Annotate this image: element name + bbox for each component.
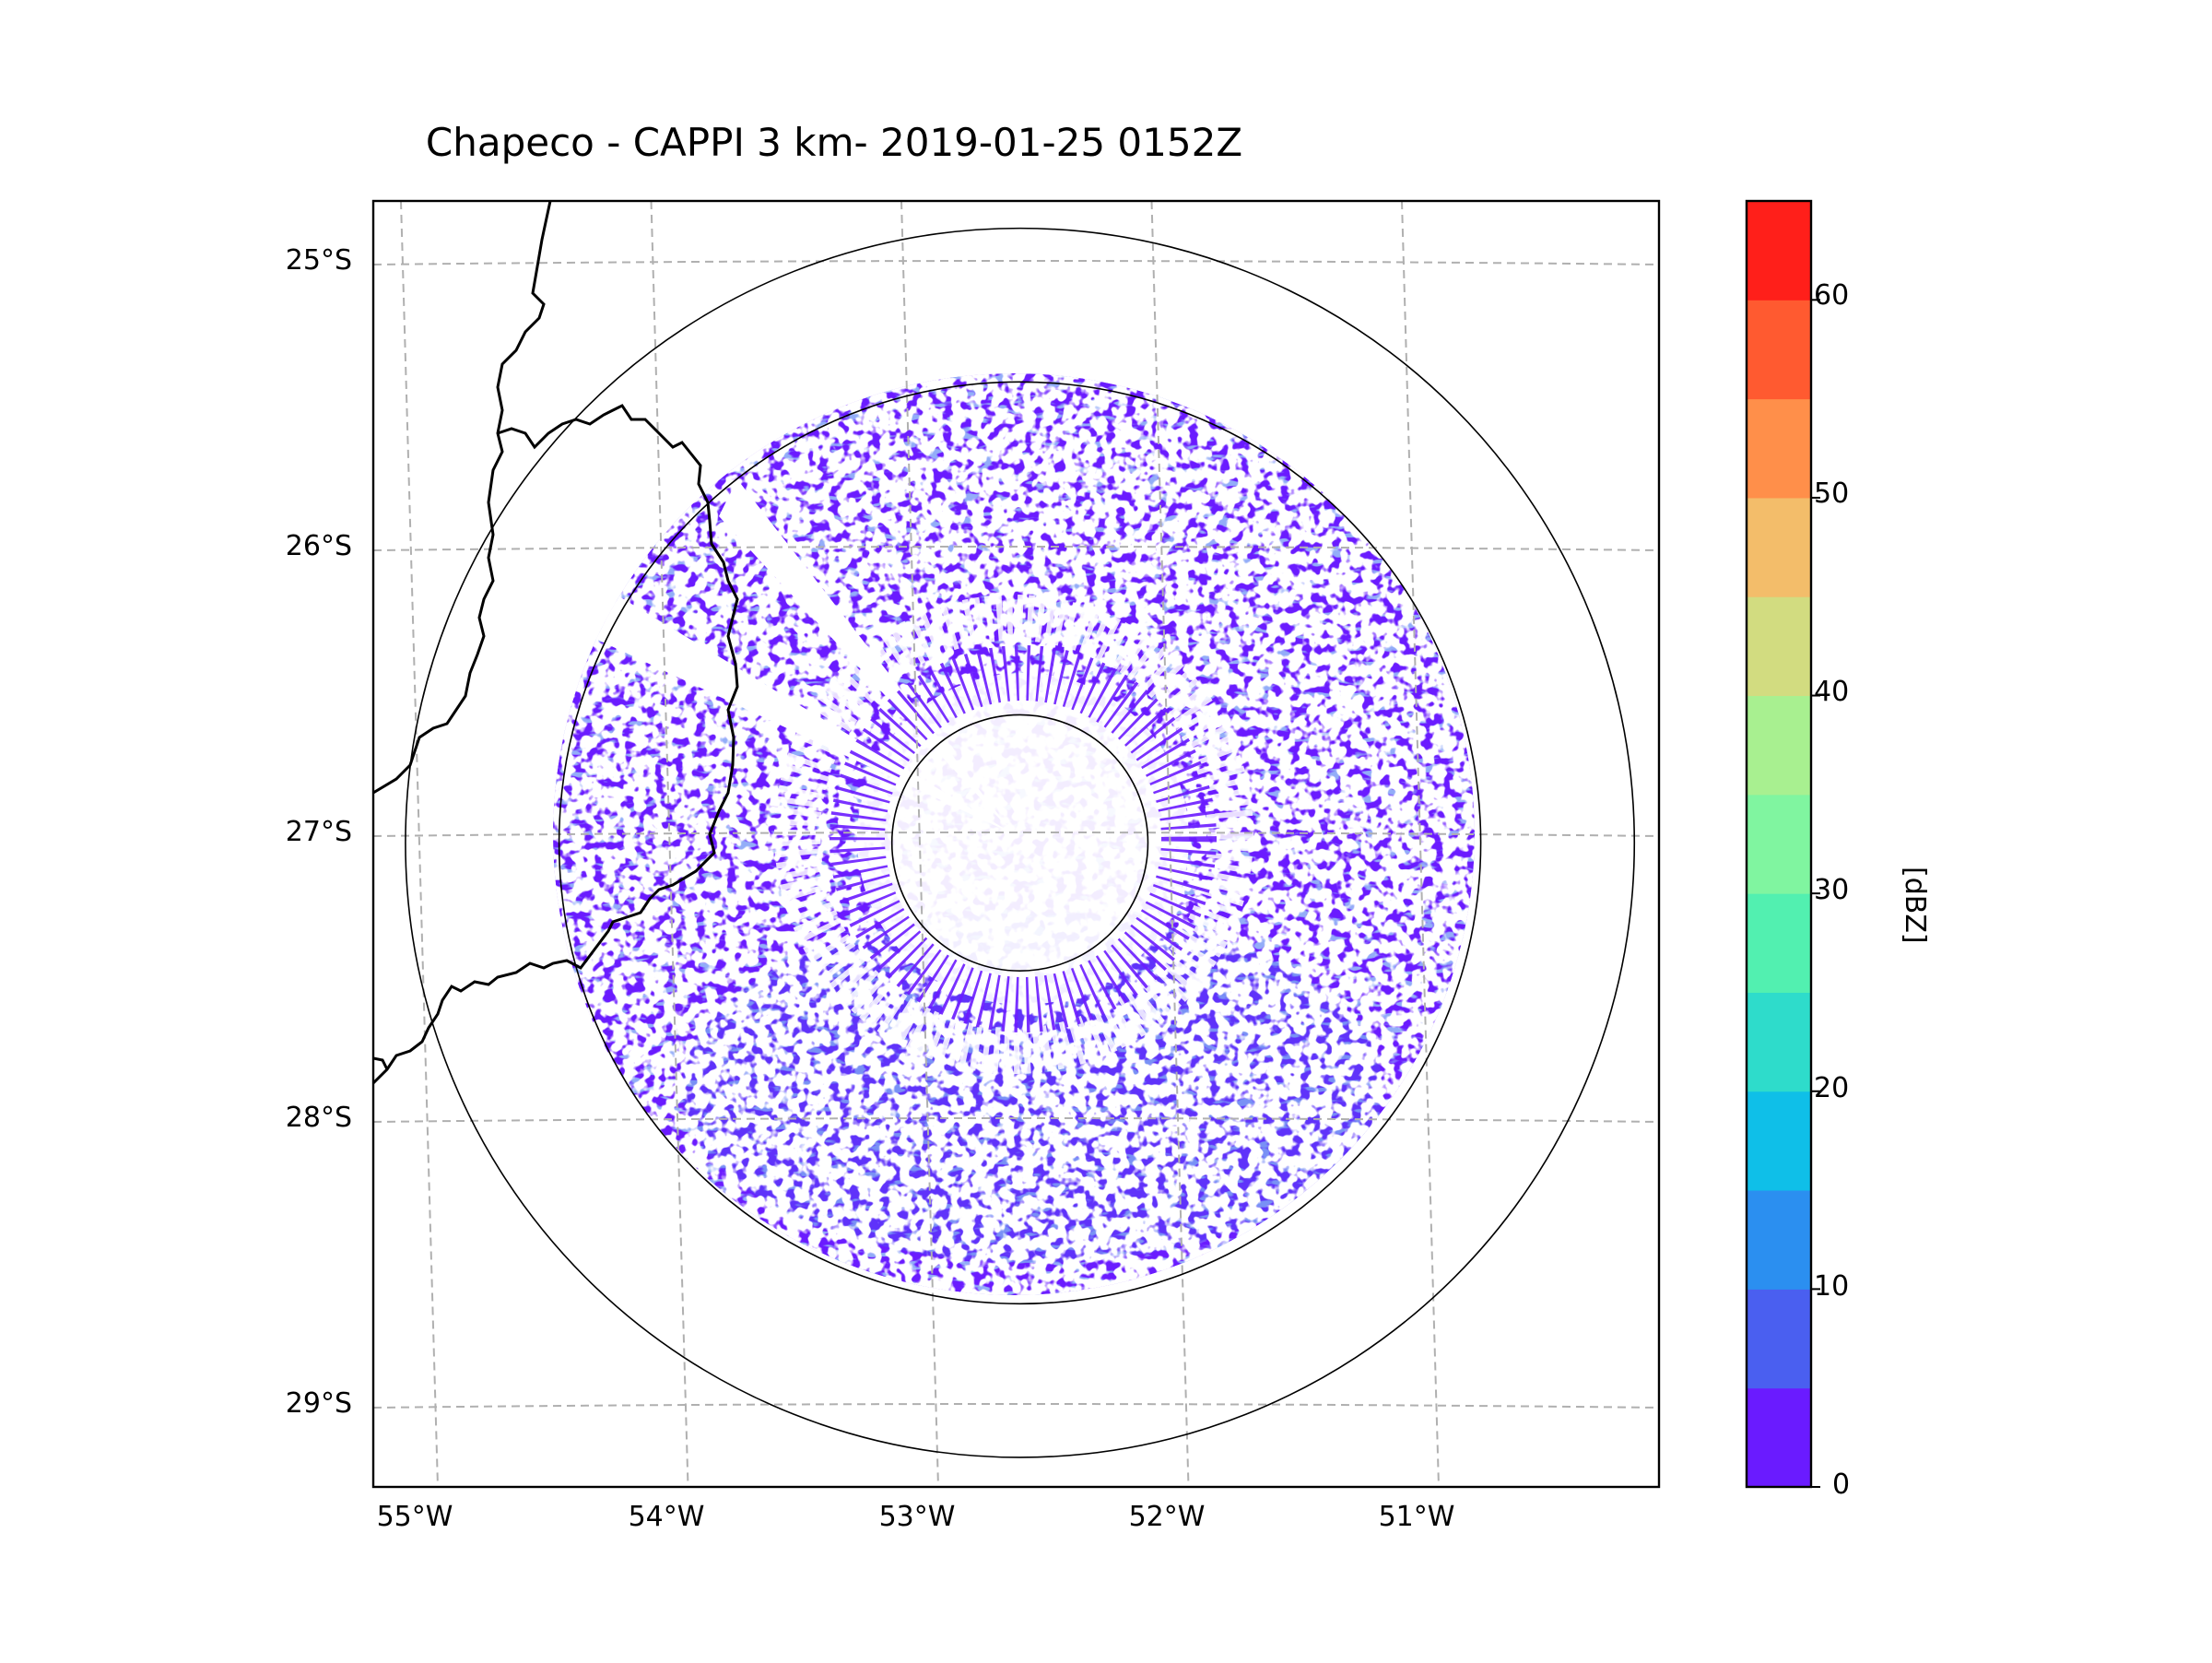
reflectivity-field (553, 373, 1475, 1295)
parallel-gridline (373, 1403, 1659, 1409)
colorbar-segment (1747, 893, 1811, 993)
colorbar-frame (1745, 199, 1813, 1489)
range-ring (405, 227, 1636, 1458)
colorbar-segment (1747, 992, 1811, 1092)
colorbar-segment (1747, 1091, 1811, 1191)
meridian-gridline (400, 201, 439, 1487)
colorbar-tick-label: 40 (1814, 676, 1850, 708)
parallel-gridline (373, 260, 1659, 265)
range-rings (405, 227, 1636, 1458)
colorbar-segment (1747, 1289, 1811, 1389)
axes-frame (371, 199, 1661, 1489)
colorbar (1745, 199, 1813, 1489)
near-radar-gap (857, 673, 1189, 1005)
parallel-gridline (373, 546, 1659, 551)
colorbar-tick-label: 50 (1814, 478, 1850, 510)
colorbar-tick-label: 20 (1814, 1072, 1850, 1104)
range-ring (558, 381, 1482, 1305)
colorbar-tick-label: 30 (1814, 874, 1850, 906)
ytick-label: 26°S (285, 530, 352, 562)
border-argentina-brazil (373, 404, 739, 1085)
colorbar-segment (1747, 596, 1811, 697)
border-segment-south (373, 1056, 389, 1070)
meridian-gridline (650, 201, 689, 1487)
colorbar-segment (1747, 1387, 1811, 1488)
range-ring (890, 714, 1149, 972)
ytick-label: 25°S (285, 244, 352, 277)
xtick-label: 52°W (1128, 1501, 1206, 1533)
political-borders (373, 201, 739, 1085)
chart-title: Chapeco - CAPPI 3 km- 2019-01-25 0152Z (425, 120, 1243, 165)
colorbar-segment (1747, 695, 1811, 796)
ytick-label: 28°S (285, 1102, 352, 1134)
near-radar-speckle (830, 645, 1217, 1032)
colorbar-tick-label: 60 (1814, 279, 1850, 312)
map-axes (373, 201, 1659, 1487)
xtick-label: 53°W (878, 1501, 956, 1533)
colorbar-segment (1747, 1190, 1811, 1290)
colorbar-ticks (1811, 299, 1820, 1488)
xtick-label: 51°W (1378, 1501, 1455, 1533)
colorbar-segment (1747, 794, 1811, 894)
colorbar-segment (1747, 398, 1811, 499)
xtick-label: 54°W (628, 1501, 705, 1533)
colorbar-tick-label: 0 (1832, 1468, 1851, 1501)
border-paraguay-argentina (373, 201, 552, 795)
ytick-label: 29°S (285, 1387, 352, 1420)
xtick-label: 55°W (376, 1501, 453, 1533)
meridian-gridline (1401, 201, 1440, 1487)
meridian-gridline (1150, 201, 1190, 1487)
clutter-ring (774, 595, 1253, 1074)
colorbar-label: [dBZ] (1899, 867, 1931, 944)
colorbar-segment (1747, 497, 1811, 597)
parallel-gridline (373, 1117, 1659, 1123)
colorbar-tick-label: 10 (1814, 1270, 1850, 1303)
colorbar-segment (1747, 201, 1811, 301)
graticule (373, 201, 1659, 1487)
parallel-gridline (373, 832, 1659, 837)
colorbar-segment (1747, 300, 1811, 400)
ytick-label: 27°S (285, 816, 352, 848)
